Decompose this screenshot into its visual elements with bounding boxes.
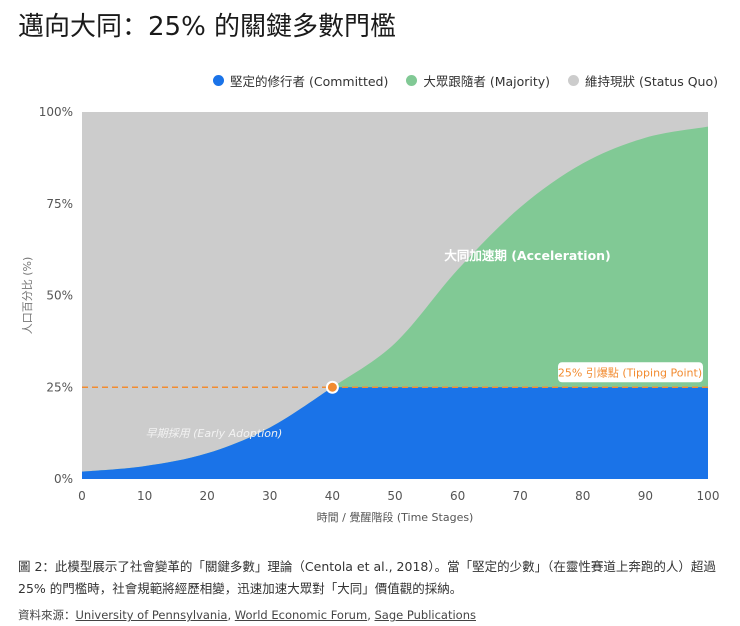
source-label: 資料來源： xyxy=(18,608,76,622)
source-line: 資料來源：University of Pennsylvania, World E… xyxy=(18,608,476,622)
x-tick-label: 100 xyxy=(697,489,720,503)
x-tick-label: 50 xyxy=(387,489,402,503)
tipping-point-marker xyxy=(325,380,339,394)
legend-label: 大眾跟隨者 (Majority) xyxy=(423,74,551,89)
legend-label: 維持現狀 (Status Quo) xyxy=(585,74,718,89)
legend-dot-icon xyxy=(406,75,418,86)
legend-item-status-quo[interactable]: 維持現狀 (Status Quo) xyxy=(568,71,718,90)
x-tick-label: 60 xyxy=(450,489,465,503)
annotation-acceleration: 大同加速期 (Acceleration) xyxy=(444,248,610,263)
x-tick-label: 90 xyxy=(638,489,653,503)
x-tick-label: 10 xyxy=(137,489,152,503)
legend-item-committed[interactable]: 堅定的修行者 (Committed) xyxy=(212,71,389,90)
chart: 0% 25% 50% 75% 100% 0 10 20 30 40 50 60 70 80 90 100 時間 … xyxy=(21,105,720,524)
x-tick-label: 20 xyxy=(200,489,215,503)
threshold-label-box xyxy=(558,362,703,383)
y-tick-label: 50% xyxy=(46,289,73,303)
x-tick-label: 30 xyxy=(262,489,277,503)
source-link[interactable]: University of Pennsylvania xyxy=(75,608,228,622)
source-link[interactable]: World Economic Forum xyxy=(234,608,368,622)
chart-legend: 堅定的修行者 (Committed) 大眾跟隨者 (Majority) 維持現狀… xyxy=(212,71,718,90)
legend-item-majority[interactable]: 大眾跟隨者 (Majority) xyxy=(406,71,550,90)
x-tick-label: 40 xyxy=(325,489,340,503)
figure-caption: 圖 2：此模型展示了社會變革的「關鍵多數」理論（Centola et al., … xyxy=(18,559,716,596)
page-title: 邁向大同：25% 的關鍵多數門檻 xyxy=(18,12,397,42)
threshold-label: 25% 引爆點 (Tipping Point) xyxy=(558,365,702,379)
x-tick-label: 70 xyxy=(513,489,528,503)
y-tick-label: 100% xyxy=(39,105,73,119)
y-tick-label: 0% xyxy=(54,472,73,486)
y-tick-label: 75% xyxy=(46,197,73,211)
legend-dot-icon xyxy=(568,75,580,86)
y-tick-label: 25% xyxy=(46,380,73,394)
legend-dot-icon xyxy=(212,75,224,86)
annotation-early-adoption: 早期採用 (Early Adoption) xyxy=(146,427,283,440)
area-committed xyxy=(82,387,708,479)
x-tick-label: 0 xyxy=(78,489,86,503)
legend-label: 堅定的修行者 (Committed) xyxy=(229,74,389,89)
y-axis-label: 人口百分比 (%) xyxy=(21,257,34,335)
source-link[interactable]: Sage Publications xyxy=(374,608,476,622)
x-axis-label: 時間 / 覺醒階段 (Time Stages) xyxy=(317,510,474,524)
x-tick-label: 80 xyxy=(575,489,590,503)
